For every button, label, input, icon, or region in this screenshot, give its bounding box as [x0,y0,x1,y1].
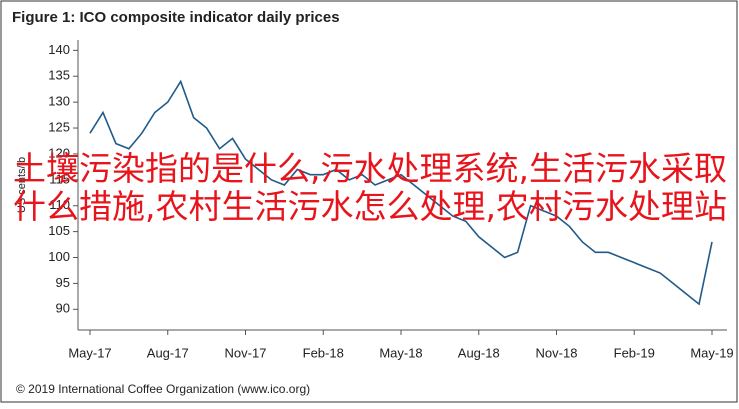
x-tick-label: Nov-17 [225,345,267,360]
y-tick-label: 120 [48,145,70,160]
x-tick-label: Aug-18 [458,345,500,360]
y-tick-label: 125 [48,119,70,134]
y-tick-label: 105 [48,223,70,238]
y-tick-label: 100 [48,249,70,264]
price-line [89,79,713,306]
y-tick-label: 95 [56,275,70,290]
y-tick-label: 140 [48,42,70,57]
x-tick-label: May-19 [690,345,733,360]
y-tick-label: 90 [56,301,70,316]
x-tick-label: Feb-19 [614,345,655,360]
y-axis-label: US cents/lb [16,157,28,213]
x-tick-label: Aug-17 [147,345,189,360]
x-tick-label: May-17 [68,345,111,360]
x-tick-label: Nov-18 [536,345,578,360]
y-tick-label: 130 [48,94,70,109]
y-tick-label: 115 [49,171,70,186]
y-tick-label: 110 [49,197,70,212]
source: © 2019 International Coffee Organization… [16,382,310,396]
chart-title: Figure 1: ICO composite indicator daily … [12,9,340,26]
y-tick-label: 135 [48,68,70,83]
overlay-text: 土壤污染指的是什么,污水处理系统,生活污水采取什么措施,农村生活污水怎么处理,农… [13,149,727,226]
x-tick-label: Feb-18 [303,345,344,360]
x-tick-label: May-18 [379,345,422,360]
